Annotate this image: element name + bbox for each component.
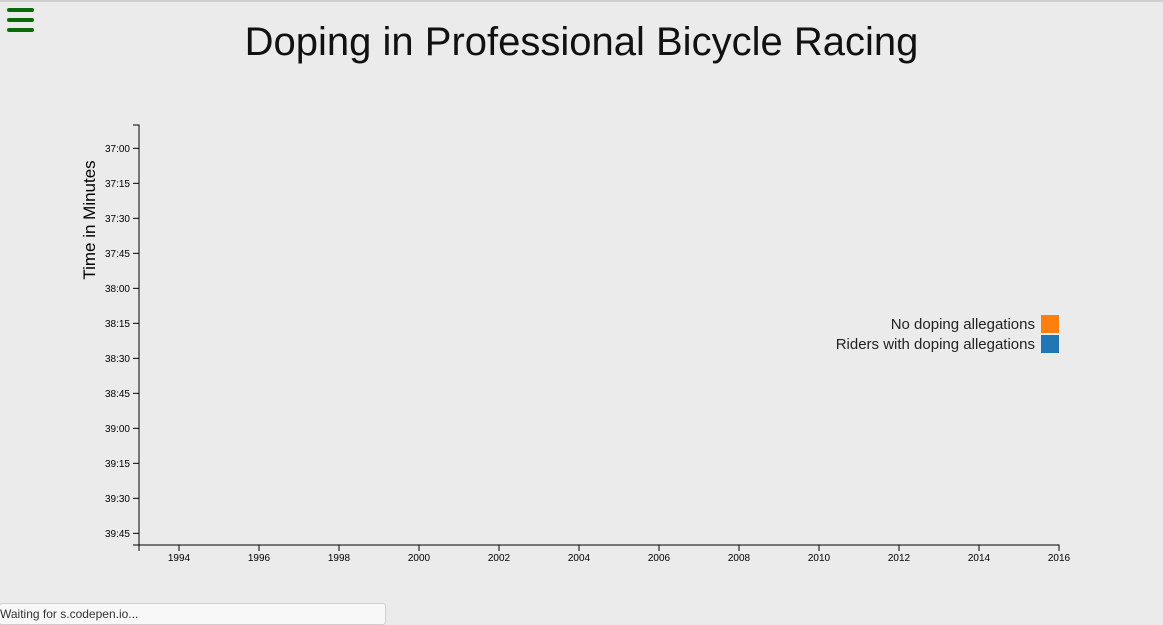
y-tick-label: 37:15	[105, 179, 130, 190]
legend-label: Riders with doping allegations	[836, 336, 1035, 353]
y-tick-label: 38:00	[105, 284, 130, 295]
x-tick-label: 1994	[168, 553, 191, 564]
x-axis-line	[138, 544, 1060, 551]
y-tick-label: 38:15	[105, 319, 130, 330]
legend-item: Riders with doping allegations	[836, 335, 1059, 353]
legend: No doping allegations Riders with doping …	[836, 315, 1059, 353]
legend-label: No doping allegations	[891, 316, 1035, 333]
x-tick-label: 2016	[1048, 553, 1071, 564]
x-tick-label: 2014	[968, 553, 991, 564]
x-tick-label: 1998	[328, 553, 351, 564]
y-tick-label: 38:30	[105, 354, 130, 365]
x-tick-label: 2004	[568, 553, 591, 564]
x-tick-label: 2008	[728, 553, 751, 564]
x-tick-label: 1996	[248, 553, 271, 564]
legend-item: No doping allegations	[891, 315, 1059, 333]
y-tick-label: 39:45	[105, 529, 130, 540]
menu-bar-bottom	[7, 28, 34, 32]
y-tick-label: 38:45	[105, 389, 130, 400]
y-tick-label: 39:15	[105, 459, 130, 470]
y-axis-label: Time in Minutes	[80, 160, 99, 279]
x-tick-label: 2006	[648, 553, 671, 564]
top-border	[0, 0, 1163, 2]
x-tick-label: 2000	[408, 553, 431, 564]
page-title: Doping in Professional Bicycle Racing	[244, 20, 919, 64]
x-tick-label: 2010	[808, 553, 831, 564]
x-axis: 1994 1996 1998 2000 2002 2004 2006 2008 2010 2012…	[138, 544, 1071, 564]
x-tick-label: 2002	[488, 553, 511, 564]
y-tick-label: 37:45	[105, 249, 130, 260]
y-tick-label: 37:00	[105, 144, 130, 155]
hamburger-menu-icon[interactable]	[7, 8, 34, 32]
y-tick-label: 37:30	[105, 214, 130, 225]
y-tick-label: 39:30	[105, 494, 130, 505]
y-tick-label: 39:00	[105, 424, 130, 435]
y-axis-line	[133, 124, 140, 546]
legend-swatch	[1041, 315, 1059, 333]
legend-swatch	[1041, 335, 1059, 353]
menu-bar-top	[7, 8, 34, 12]
y-axis: 37:00 37:15 37:30 37:45 38:00 38:15 38:30 38:45…	[105, 124, 140, 546]
menu-bar-middle	[7, 18, 34, 22]
x-tick-label: 2012	[888, 553, 911, 564]
browser-status-bar: Waiting for s.codepen.io...	[0, 603, 386, 625]
